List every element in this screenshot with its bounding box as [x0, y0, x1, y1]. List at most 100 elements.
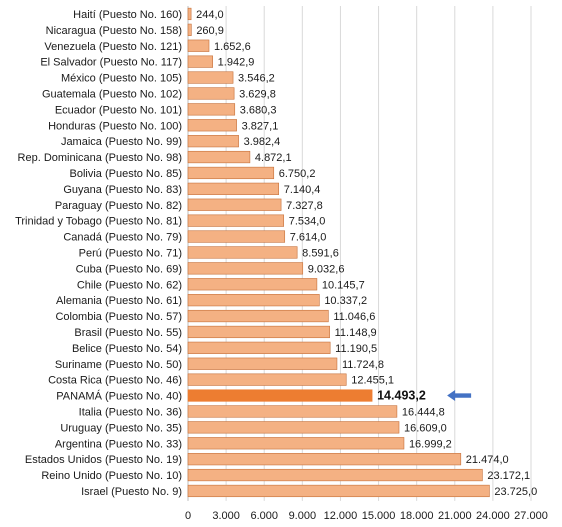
x-tick-label-2: 6.000 [250, 510, 278, 522]
bar-2 [187, 39, 210, 52]
x-tick-label-5: 15.000 [362, 510, 396, 522]
highlight-arrow-icon [447, 390, 472, 402]
value-label-15: 8.591,6 [302, 247, 339, 259]
bar-26 [187, 421, 400, 434]
bar-8 [187, 135, 239, 148]
value-label-27: 16.999,2 [409, 438, 452, 450]
value-label-0: 244,0 [196, 9, 224, 21]
value-label-12: 7.327,8 [286, 200, 323, 212]
category-label-7: Honduras (Puesto No. 100) [48, 120, 182, 132]
value-label-14: 7.614,0 [290, 232, 327, 244]
bar-7 [187, 119, 237, 132]
category-label-20: Brasil (Puesto No. 55) [74, 327, 182, 339]
category-label-23: Costa Rica (Puesto No. 46) [48, 375, 182, 387]
value-label-10: 6.750,2 [279, 168, 316, 180]
bar-11 [187, 182, 280, 195]
category-label-28: Estados Unidos (Puesto No. 19) [25, 454, 182, 466]
x-tick-label-7: 21.000 [438, 510, 472, 522]
bar-19 [187, 309, 329, 323]
bars-group [187, 7, 490, 498]
value-label-2: 1.652,6 [214, 41, 251, 53]
value-label-3: 1.942,9 [218, 57, 255, 69]
category-label-17: Chile (Puesto No. 62) [77, 279, 182, 291]
category-label-5: Guatemala (Puesto No. 102) [42, 88, 182, 100]
bar-25 [187, 405, 398, 418]
value-label-5: 3.629,8 [239, 88, 276, 100]
bar-10 [187, 166, 275, 180]
value-label-28: 21.474,0 [466, 454, 509, 466]
value-label-26: 16.609,0 [404, 422, 447, 434]
bar-21 [187, 341, 331, 354]
category-label-9: Rep. Dominicana (Puesto No. 98) [18, 152, 182, 164]
bar-16 [187, 262, 304, 275]
x-tick-label-4: 12.000 [324, 510, 358, 522]
category-label-14: Canadá (Puesto No. 79) [63, 232, 182, 244]
value-label-4: 3.546,2 [238, 73, 275, 85]
bar-30 [187, 484, 490, 498]
x-tick-label-0: 0 [185, 510, 191, 522]
category-label-13: Trinidad y Tobago (Puesto No. 81) [15, 216, 182, 228]
bar-3 [187, 55, 213, 68]
bar-18 [187, 294, 320, 307]
x-tick-label-3: 9.000 [289, 510, 317, 522]
category-label-27: Argentina (Puesto No. 33) [55, 438, 182, 450]
bar-4 [187, 71, 234, 84]
value-label-17: 10.145,7 [322, 279, 365, 291]
bar-12 [187, 198, 282, 211]
x-tick-label-9: 27.000 [514, 510, 548, 522]
bar-0 [187, 7, 192, 21]
x-axis-ticks: 0 3.000 6.000 9.000 12.000 15.000 18.000 21.000… [185, 510, 548, 522]
value-label-18: 10.337,2 [324, 295, 367, 307]
category-label-15: Perú (Puesto No. 71) [79, 247, 182, 259]
x-tick-label-6: 18.000 [400, 510, 434, 522]
value-label-8: 3.982,4 [244, 136, 281, 148]
value-label-7: 3.827,1 [242, 120, 279, 132]
category-label-21: Belice (Puesto No. 54) [72, 343, 182, 355]
bar-1 [187, 23, 192, 36]
bar-27 [187, 437, 405, 450]
value-label-11: 7.140,4 [284, 184, 321, 196]
category-label-3: El Salvador (Puesto No. 117) [40, 57, 182, 69]
value-label-21: 11.190,5 [335, 343, 377, 355]
bar-29 [187, 468, 483, 482]
bar-14 [187, 230, 286, 243]
bar-5 [187, 87, 235, 100]
category-labels: Haití (Puesto No. 160) Nicaragua (Puesto … [15, 9, 182, 498]
value-label-16: 9.032,6 [308, 263, 345, 275]
category-label-18: Alemania (Puesto No. 61) [56, 295, 182, 307]
category-label-30: Israel (Puesto No. 9) [81, 486, 182, 498]
category-label-8: Jamaica (Puesto No. 99) [61, 136, 182, 148]
value-label-30: 23.725,0 [494, 486, 537, 498]
category-label-1: Nicaragua (Puesto No. 158) [46, 25, 182, 37]
value-label-1: 260,9 [196, 25, 224, 37]
category-label-25: Italia (Puesto No. 36) [79, 406, 182, 418]
value-label-29: 23.172,1 [487, 470, 530, 482]
category-label-29: Reino Unido (Puesto No. 10) [41, 470, 182, 482]
bar-24 [187, 389, 373, 402]
value-label-25: 16.444,8 [402, 406, 445, 418]
category-label-10: Bolivia (Puesto No. 85) [70, 168, 183, 180]
x-tick-label-8: 24.000 [476, 510, 510, 522]
bar-20 [187, 325, 330, 339]
value-label-6: 3.680,3 [240, 104, 277, 116]
category-label-2: Venezuela (Puesto No. 121) [44, 41, 182, 53]
category-label-26: Uruguay (Puesto No. 35) [60, 422, 182, 434]
category-label-12: Paraguay (Puesto No. 82) [55, 200, 182, 212]
category-label-22: Suriname (Puesto No. 50) [55, 359, 182, 371]
x-tick-label-1: 3.000 [212, 510, 240, 522]
category-label-11: Guyana (Puesto No. 83) [63, 184, 182, 196]
bar-28 [187, 453, 462, 466]
value-label-22: 11.724,8 [342, 359, 384, 371]
value-label-9: 4.872,1 [255, 152, 292, 164]
bar-9 [187, 150, 251, 164]
value-label-24: 14.493,2 [377, 389, 426, 403]
bar-6 [187, 103, 236, 116]
category-label-6: Ecuador (Puesto No. 101) [55, 104, 182, 116]
value-label-23: 12.455,1 [351, 375, 394, 387]
bar-17 [187, 278, 318, 291]
category-label-19: Colombia (Puesto No. 57) [55, 311, 182, 323]
value-label-19: 11.046,6 [333, 311, 375, 323]
value-labels: 244,0 260,9 1.652,6 1.942,9 3.546,2 3.629,8 3.… [196, 9, 537, 498]
bar-23 [187, 373, 347, 386]
